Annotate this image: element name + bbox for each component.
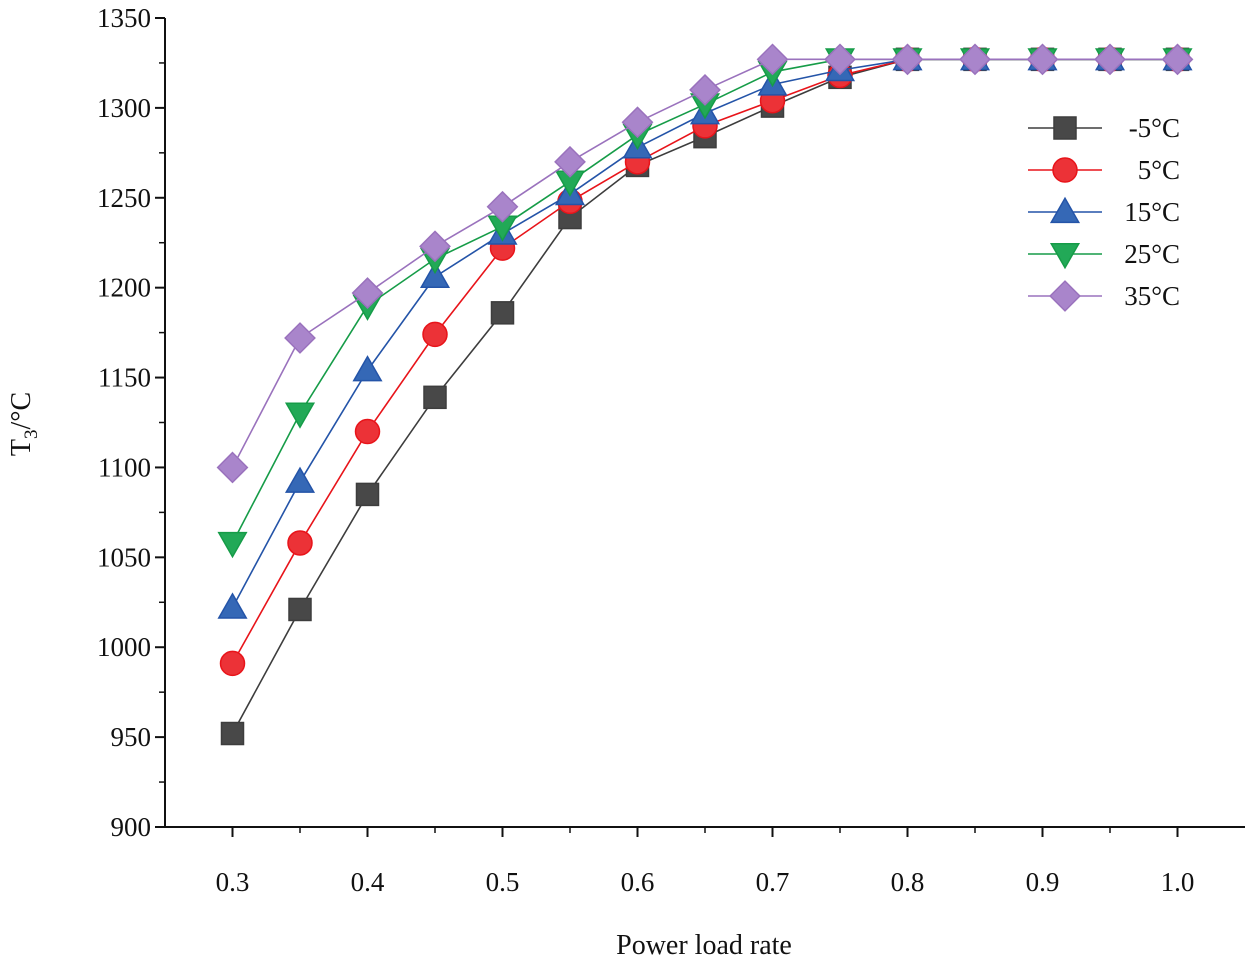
y-ticks: 900 950 1000 1050 1100 1150 1200 1250 1300 1350: [97, 3, 165, 842]
data-point: [419, 261, 451, 288]
legend-marker: [1053, 116, 1077, 140]
legend-label: 5°C: [1138, 155, 1180, 185]
data-point: [217, 531, 248, 559]
y-tick-label: 1200: [97, 273, 151, 303]
data-point: [486, 190, 519, 223]
x-tick-label: 0.5: [486, 867, 520, 897]
legend-item: 5°C: [1028, 155, 1180, 185]
x-axis-title: Power load rate: [616, 930, 792, 961]
data-point: [1026, 43, 1059, 76]
data-point: [419, 230, 451, 263]
data-point: [284, 402, 316, 429]
data-point: [284, 322, 316, 354]
legend: -5°C 5°C 15°C 25°C 35°C: [1028, 113, 1180, 312]
legend-item: 15°C: [1028, 196, 1180, 227]
y-tick-label: 1100: [98, 452, 151, 482]
data-point: [824, 43, 856, 76]
series-4: [216, 43, 1194, 484]
legend-item: 25°C: [1028, 239, 1180, 270]
y-tick-label: 1300: [97, 93, 151, 123]
legend-item: -5°C: [1028, 113, 1180, 143]
y-tick-label: 1150: [98, 363, 151, 393]
legend-label: 25°C: [1124, 239, 1180, 269]
data-point: [216, 451, 249, 484]
legend-label: -5°C: [1129, 113, 1180, 143]
y-tick-label: 1350: [97, 3, 151, 33]
data-point: [355, 482, 380, 507]
data-point: [352, 355, 383, 382]
data-point: [217, 592, 248, 619]
data-point: [422, 321, 448, 348]
y-tick-label: 950: [111, 722, 152, 752]
x-tick-label: 0.7: [756, 867, 790, 897]
data-point: [1094, 43, 1126, 76]
legend-marker: [1049, 280, 1081, 312]
series-line: [231, 58, 1178, 734]
axes: 0.3 0.4 0.5 0.6 0.7 0.8 0.9 1.0 900 950 1000 1050 1…: [97, 3, 1245, 897]
legend-marker: [1052, 157, 1078, 183]
legend-label: 15°C: [1124, 197, 1180, 227]
legend-item: 35°C: [1028, 280, 1180, 312]
y-tick-label: 1000: [97, 632, 151, 662]
data-point: [756, 43, 789, 76]
data-point: [423, 385, 447, 410]
y-axis-title-subscript: 3: [21, 430, 42, 440]
data-point: [351, 277, 384, 309]
legend-marker: [1049, 196, 1081, 224]
y-axis-title-unit: /°C: [6, 392, 37, 430]
legend-marker: [1049, 242, 1081, 270]
x-tick-label: 1.0: [1161, 867, 1195, 897]
data-point: [490, 301, 515, 325]
x-tick-label: 0.6: [621, 867, 655, 897]
x-tick-label: 0.4: [351, 867, 385, 897]
y-tick-label: 900: [111, 812, 152, 842]
x-tick-label: 0.8: [891, 867, 925, 897]
data-point: [554, 145, 586, 178]
data-point: [689, 74, 721, 106]
data-point: [288, 597, 312, 622]
data-point: [621, 106, 654, 139]
data-point: [354, 418, 381, 445]
y-axis-title-main: T: [6, 439, 37, 456]
x-ticks: 0.3 0.4 0.5 0.6 0.7 0.8 0.9 1.0: [216, 827, 1195, 897]
x-tick-label: 0.3: [216, 867, 250, 897]
y-tick-label: 1050: [97, 542, 151, 572]
data-point: [959, 43, 991, 76]
data-point: [1161, 43, 1194, 76]
y-tick-label: 1250: [97, 183, 151, 213]
series-layer: [216, 43, 1194, 746]
data-point: [287, 530, 313, 556]
x-tick-label: 0.9: [1026, 867, 1060, 897]
data-point: [284, 466, 316, 493]
data-point: [219, 650, 246, 677]
data-point: [220, 721, 245, 746]
y-axis-title: T3/°C: [6, 392, 42, 456]
series-0: [220, 47, 1190, 746]
legend-label: 35°C: [1124, 281, 1180, 311]
data-point: [891, 43, 924, 76]
